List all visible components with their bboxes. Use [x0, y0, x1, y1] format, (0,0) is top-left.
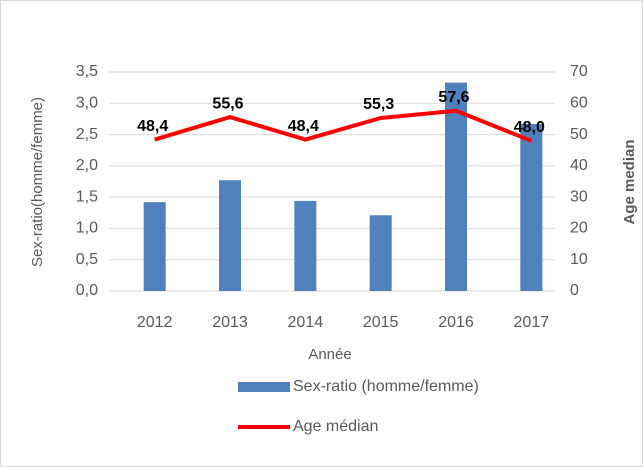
y2-axis-title: Age median [621, 139, 638, 224]
line [154, 108, 533, 143]
y-tick-label: 0,0 [76, 282, 98, 299]
bar [369, 215, 392, 291]
x-tick-label: 2015 [363, 314, 399, 331]
x-tick-label: 2014 [288, 314, 324, 331]
y2-tick-label: 30 [570, 188, 588, 205]
y-axis-title: Sex-ratio(homme/femme) [29, 97, 46, 267]
data-label: 57,6 [438, 89, 469, 106]
data-label: 55,3 [363, 96, 394, 113]
y-tick-label: 2,5 [76, 126, 98, 143]
legend-swatch [238, 382, 290, 392]
x-tick-label: 2013 [212, 314, 248, 331]
bar [294, 200, 317, 291]
y2-tick-label: 20 [570, 220, 588, 237]
x-tick-label: 2016 [438, 314, 474, 331]
data-label: 55,6 [212, 95, 243, 112]
x-tick-label: 2012 [137, 314, 173, 331]
bar [219, 180, 241, 291]
bar [143, 202, 166, 291]
data-label: 48,0 [514, 119, 545, 136]
legend-label: Age médian [293, 418, 378, 435]
y-tick-label: 3,0 [76, 95, 98, 112]
y2-tick-label: 70 [570, 63, 588, 80]
y2-tick-label: 10 [570, 251, 588, 268]
y-tick-label: 0,5 [76, 251, 98, 268]
y-tick-label: 1,5 [76, 188, 98, 205]
y2-tick-label: 50 [570, 126, 588, 143]
y2-tick-label: 0 [570, 282, 579, 299]
bar [445, 82, 467, 291]
y-tick-label: 3,5 [76, 63, 98, 80]
data-label: 48,4 [137, 118, 168, 135]
x-axis-title: Année [308, 346, 351, 363]
y-tick-label: 2,0 [76, 157, 98, 174]
x-tick-label: 2017 [514, 314, 550, 331]
y2-tick-label: 60 [570, 95, 588, 112]
y2-tick-label: 40 [570, 157, 588, 174]
data-label: 48,4 [288, 118, 319, 135]
y-tick-label: 1,0 [76, 220, 98, 237]
legend-label: Sex-ratio (homme/femme) [293, 378, 479, 395]
bar [520, 123, 543, 291]
